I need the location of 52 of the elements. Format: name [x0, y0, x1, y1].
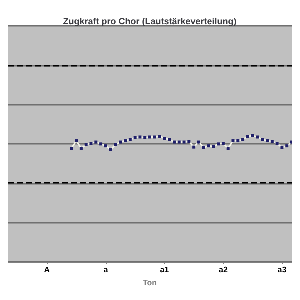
x-tick-label: a1 — [160, 266, 170, 275]
x-tick-label: a3 — [278, 266, 288, 275]
point — [75, 140, 78, 143]
point — [134, 136, 137, 140]
point — [232, 140, 235, 143]
x-tick-label: a2 — [218, 266, 228, 275]
point — [261, 138, 264, 142]
point — [270, 140, 274, 144]
point — [148, 136, 152, 139]
point — [286, 144, 289, 148]
point — [242, 138, 245, 142]
point — [178, 140, 181, 144]
point — [158, 135, 162, 138]
point — [246, 135, 250, 138]
point — [144, 136, 147, 140]
point — [70, 147, 74, 150]
point — [100, 142, 103, 146]
point — [236, 140, 240, 143]
point — [163, 137, 166, 140]
point — [256, 136, 260, 139]
point — [182, 140, 186, 144]
point — [226, 147, 230, 150]
point — [114, 143, 118, 146]
point — [124, 140, 128, 143]
point — [84, 143, 88, 146]
x-axis-title: Ton — [142, 278, 158, 288]
point — [172, 140, 176, 144]
point — [202, 146, 206, 150]
point — [276, 142, 279, 146]
point — [153, 136, 156, 139]
point — [251, 134, 254, 138]
chart-title: Zugkraft pro Chor (Lautstärkeverteilung) — [63, 16, 237, 26]
point — [90, 142, 93, 146]
point — [188, 140, 191, 144]
point — [80, 147, 83, 150]
point — [212, 145, 216, 148]
point — [104, 144, 108, 148]
point — [197, 140, 200, 144]
x-tick-label: A — [44, 266, 50, 275]
point — [266, 140, 270, 143]
point — [217, 142, 220, 146]
point — [207, 144, 210, 148]
point — [128, 138, 132, 142]
point — [168, 138, 172, 142]
point — [222, 142, 225, 146]
point — [138, 136, 142, 139]
x-tick-label: a — [104, 266, 109, 275]
point — [192, 146, 196, 149]
point — [94, 140, 98, 144]
point — [119, 140, 122, 144]
point — [280, 146, 284, 150]
point — [109, 148, 112, 152]
